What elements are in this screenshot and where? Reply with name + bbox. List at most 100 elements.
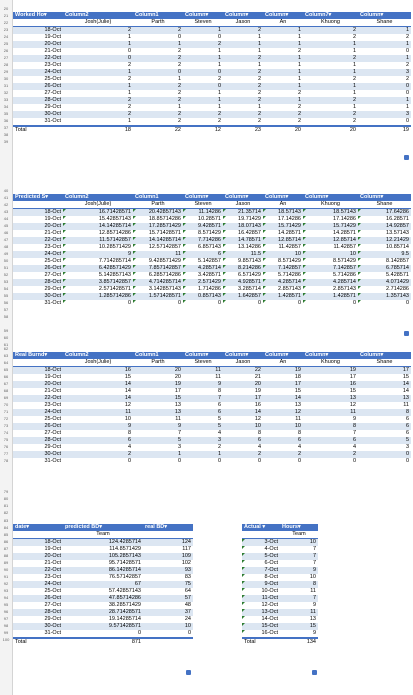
- value-cell[interactable]: 1: [63, 41, 133, 48]
- date-cell[interactable]: 31-Oct: [44, 458, 61, 464]
- row-number[interactable]: 72: [3, 416, 9, 421]
- date-cell[interactable]: 30-Oct: [13, 451, 63, 458]
- value-cell[interactable]: 10.28571: [183, 216, 223, 223]
- value-cell[interactable]: 1: [133, 451, 183, 458]
- value-cell[interactable]: 6.285714286: [133, 272, 183, 279]
- value-cell[interactable]: 0: [177, 34, 181, 40]
- value-cell[interactable]: 7.714286: [183, 237, 223, 244]
- date-cell[interactable]: 21-Oct: [44, 388, 61, 394]
- date-cell[interactable]: 31-Oct: [44, 300, 61, 306]
- row-number[interactable]: 58: [3, 314, 9, 319]
- row-number[interactable]: 21: [3, 13, 9, 18]
- date-cell[interactable]: 19-Oct: [44, 546, 61, 552]
- value-cell[interactable]: 2: [183, 111, 223, 118]
- value-cell[interactable]: 6: [63, 437, 133, 444]
- value-cell[interactable]: 2: [257, 90, 261, 96]
- total-value[interactable]: 20: [303, 125, 358, 134]
- value-cell[interactable]: 11.5: [223, 251, 263, 258]
- row-number[interactable]: 22: [3, 20, 9, 25]
- value-cell[interactable]: 5.142857143: [63, 272, 133, 279]
- row-number[interactable]: 40: [3, 188, 9, 193]
- value-cell[interactable]: 86.14285714: [63, 567, 143, 574]
- row-number[interactable]: 92: [3, 581, 9, 586]
- row-number[interactable]: 88: [3, 553, 9, 558]
- date-cell[interactable]: 30-Oct: [13, 623, 63, 630]
- value-cell[interactable]: 14: [223, 409, 263, 416]
- column-header[interactable]: Column7▾: [303, 12, 358, 19]
- value-cell[interactable]: 4: [257, 444, 261, 450]
- date-cell[interactable]: 23-Oct: [44, 244, 61, 250]
- value-cell[interactable]: 1: [263, 41, 303, 48]
- value-cell[interactable]: 2: [257, 118, 261, 124]
- column-header[interactable]: Column▾: [183, 12, 223, 19]
- value-cell[interactable]: 1: [263, 83, 303, 90]
- column-header[interactable]: Column2: [63, 194, 133, 201]
- value-cell[interactable]: 13.14286: [223, 244, 263, 251]
- column-header[interactable]: Column▾: [263, 12, 303, 19]
- total-value[interactable]: 18: [63, 125, 133, 134]
- value-cell[interactable]: 2: [177, 118, 181, 124]
- value-cell[interactable]: 0: [257, 458, 261, 464]
- row-number[interactable]: 87: [3, 546, 9, 551]
- value-cell[interactable]: 13: [358, 395, 411, 402]
- value-cell[interactable]: 105.2857143: [63, 553, 143, 560]
- value-cell[interactable]: 1: [257, 104, 261, 110]
- value-cell[interactable]: 5.142857: [183, 258, 223, 265]
- row-number[interactable]: 85: [3, 532, 9, 537]
- date-cell[interactable]: 3-Oct: [242, 538, 280, 546]
- value-cell[interactable]: 2: [223, 451, 263, 458]
- value-cell[interactable]: 1: [127, 34, 131, 40]
- value-cell[interactable]: 37: [143, 609, 193, 616]
- value-cell[interactable]: 124: [143, 538, 193, 546]
- value-cell[interactable]: 2: [223, 69, 263, 76]
- column-header[interactable]: real BD▾: [143, 524, 193, 531]
- row-number[interactable]: 81: [3, 503, 9, 508]
- value-cell[interactable]: 1: [217, 48, 221, 54]
- value-cell[interactable]: 2: [223, 111, 263, 118]
- date-cell[interactable]: 22-Oct: [13, 395, 63, 402]
- column-subheader[interactable]: An: [263, 359, 303, 367]
- column-subheader[interactable]: An: [263, 201, 303, 209]
- value-cell[interactable]: 10: [309, 574, 316, 580]
- resize-handle[interactable]: [404, 331, 409, 336]
- row-number[interactable]: 100: [2, 637, 10, 642]
- column-header[interactable]: Column▾: [303, 194, 358, 201]
- value-cell[interactable]: 2: [303, 451, 358, 458]
- column-header[interactable]: Column▾: [263, 352, 303, 359]
- total-value[interactable]: 134: [280, 637, 318, 646]
- value-cell[interactable]: 8: [358, 409, 411, 416]
- value-cell[interactable]: 6: [183, 251, 223, 258]
- date-cell[interactable]: 5-Oct: [242, 553, 280, 560]
- value-cell[interactable]: 1: [183, 26, 223, 34]
- value-cell[interactable]: 7: [352, 430, 356, 436]
- column-subheader[interactable]: Steven: [183, 359, 223, 367]
- value-cell[interactable]: 11.57142857: [63, 237, 133, 244]
- value-cell[interactable]: 9.857143: [223, 258, 263, 265]
- date-cell[interactable]: 26-Oct: [13, 595, 63, 602]
- value-cell[interactable]: 1: [133, 41, 183, 48]
- column-header[interactable]: Column▾: [303, 352, 358, 359]
- value-cell[interactable]: 9: [312, 602, 316, 608]
- column-header[interactable]: Column1: [133, 12, 183, 19]
- value-cell[interactable]: 15.71429: [303, 223, 358, 230]
- date-cell[interactable]: 24-Oct: [13, 581, 63, 588]
- value-cell[interactable]: 5: [133, 437, 183, 444]
- date-cell[interactable]: 16-Oct: [242, 630, 280, 638]
- value-cell[interactable]: 2: [133, 83, 183, 90]
- value-cell[interactable]: 0: [217, 458, 221, 464]
- value-cell[interactable]: 2: [63, 26, 133, 34]
- value-cell[interactable]: 2: [133, 111, 183, 118]
- value-cell[interactable]: 2: [133, 55, 183, 62]
- value-cell[interactable]: 15: [349, 388, 356, 394]
- row-number[interactable]: 69: [3, 395, 9, 400]
- value-cell[interactable]: 6: [405, 430, 409, 436]
- value-cell[interactable]: 1.571428571: [133, 293, 183, 300]
- value-cell[interactable]: 12: [124, 402, 131, 408]
- value-cell[interactable]: 2: [303, 111, 358, 118]
- row-number[interactable]: 94: [3, 595, 9, 600]
- value-cell[interactable]: 67: [63, 581, 143, 588]
- value-cell[interactable]: 2: [303, 26, 358, 34]
- value-cell[interactable]: 2: [217, 118, 221, 124]
- row-number[interactable]: 65: [3, 367, 9, 372]
- value-cell[interactable]: 3.285714: [223, 286, 263, 293]
